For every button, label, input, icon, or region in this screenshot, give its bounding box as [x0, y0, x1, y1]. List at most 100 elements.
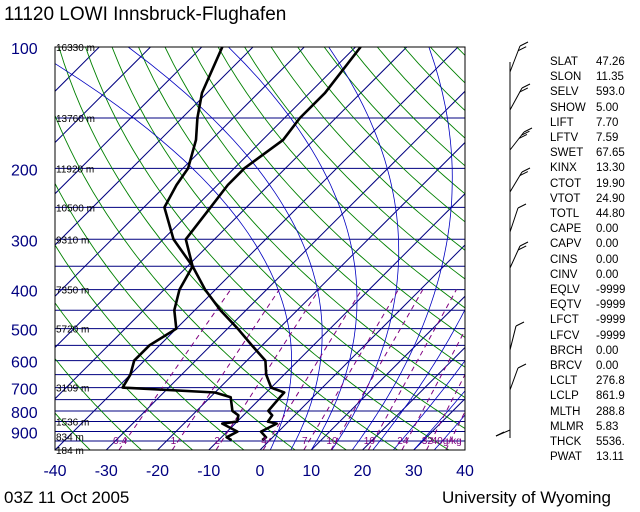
height-label: 13760 m	[56, 114, 95, 125]
temperature-tick-label: 30	[405, 463, 423, 480]
index-value: 0.00	[596, 238, 619, 251]
dry-adiabat-line	[55, 412, 91, 450]
index-row: CTOT 19.90	[550, 177, 632, 192]
temperature-tick-label: 0	[256, 463, 265, 480]
index-row: BRCH 0.00	[550, 344, 632, 359]
moist-adiabat-line	[55, 63, 292, 450]
isotherm-line	[55, 47, 459, 450]
index-value: -9999	[596, 284, 626, 297]
index-name: MLMR	[550, 420, 584, 433]
index-name: SHOW	[550, 101, 586, 114]
height-label: 184 m	[56, 446, 84, 457]
index-value: 67.65	[596, 147, 625, 160]
height-label: 7350 m	[56, 286, 89, 297]
wind-barb-feather	[521, 130, 530, 136]
mixing-ratio-label: 10	[326, 436, 338, 447]
pressure-tick-label: 100	[11, 41, 38, 58]
isotherm-line	[55, 47, 305, 297]
isotherm-line	[157, 141, 465, 450]
height-label: 16330 m	[56, 43, 95, 54]
temperature-tick-label: -40	[43, 463, 66, 480]
index-row: CAPV 0.00	[550, 237, 632, 252]
mixing-ratio-label: 7	[302, 436, 308, 447]
mixing-ratio-label: 16	[364, 436, 376, 447]
plot-frame	[54, 46, 466, 451]
index-value: 24.90	[596, 192, 625, 205]
dry-adiabat-line	[55, 114, 347, 450]
mixing-ratio-line	[426, 373, 465, 450]
height-label: 1536 m	[56, 418, 89, 429]
index-row: CAPE 0.00	[550, 222, 632, 237]
isotherm-line	[55, 47, 408, 400]
index-value: 5536.	[596, 436, 625, 449]
index-row: MLTH 288.8	[550, 405, 632, 420]
dry-adiabat-line	[164, 47, 465, 368]
wind-barb	[509, 241, 529, 269]
index-value: 47.26	[596, 56, 625, 68]
isotherm-line	[55, 47, 203, 195]
index-name: BRCH	[550, 344, 583, 357]
index-value: 7.59	[596, 132, 619, 145]
index-row: EQTV -9999	[550, 298, 632, 313]
index-name: EQLV	[550, 284, 580, 297]
index-name: SWET	[550, 147, 584, 160]
mixing-ratio-label: 32	[422, 436, 434, 447]
index-value: 0.00	[596, 344, 619, 357]
temperature-profile	[184, 47, 362, 442]
moist-adiabat-line	[392, 360, 465, 450]
dry-adiabat-line	[111, 47, 465, 430]
index-row: PWAT 13.11	[550, 450, 632, 465]
wind-barb-feather	[519, 241, 529, 247]
wind-barb	[509, 203, 527, 233]
index-value: 276.8	[596, 375, 625, 388]
index-name: LFTV	[550, 132, 579, 145]
isotherm-line	[105, 90, 465, 450]
index-value: 11.35	[596, 71, 624, 84]
mixing-ratio-label: 0.4	[113, 436, 127, 447]
dry-adiabat-line	[55, 244, 245, 450]
index-row: CINS 0.00	[550, 253, 632, 268]
index-row: SLAT 47.26	[550, 55, 632, 70]
wind-barb	[509, 127, 533, 151]
index-row: LCLP 861.9	[550, 389, 632, 404]
wind-barb	[509, 321, 525, 351]
dry-adiabat-line	[55, 182, 296, 450]
temperature-tick-label: 20	[354, 463, 372, 480]
index-name: EQTV	[550, 299, 582, 312]
height-label: 11920 m	[56, 164, 94, 175]
index-value: 19.90	[596, 177, 625, 190]
index-name: LFCT	[550, 314, 579, 327]
index-row: BRCV 0.00	[550, 359, 632, 374]
pressure-tick-label: 500	[11, 323, 38, 340]
isotherm-line	[55, 47, 254, 246]
wind-barb-feather	[521, 83, 531, 89]
index-row: VTOT 24.90	[550, 192, 632, 207]
index-value: 861.9	[596, 390, 625, 403]
index-row: KINX 13.30	[550, 161, 632, 176]
index-name: LCLT	[550, 375, 578, 388]
height-label: 3109 m	[56, 384, 89, 395]
data-source: University of Wyoming	[442, 488, 611, 507]
height-label: 10500 m	[56, 203, 95, 214]
wind-barb	[509, 363, 527, 391]
mixing-ratio-label: 2	[214, 436, 220, 447]
mixing-ratio-line	[401, 329, 465, 450]
index-name: KINX	[550, 162, 577, 175]
index-row: CINV 0.00	[550, 268, 632, 283]
moist-adiabat-line	[433, 414, 465, 450]
wind-barb-feather	[517, 245, 527, 251]
dry-adiabat-line	[244, 47, 465, 280]
wind-barb-feather	[495, 431, 505, 437]
index-value: 0.00	[596, 268, 619, 281]
temperature-tick-label: -20	[146, 463, 169, 480]
pressure-tick-label: 600	[11, 355, 38, 372]
index-name: CAPV	[550, 238, 582, 251]
index-name: CAPE	[550, 223, 582, 236]
mixing-ratio-line	[367, 289, 457, 450]
mixing-ratio-line	[303, 289, 399, 450]
index-name: PWAT	[550, 451, 582, 464]
wind-barb-feather	[519, 87, 529, 93]
index-value: 13.11	[596, 451, 624, 464]
wind-barb	[509, 41, 529, 73]
isotherm-line	[259, 244, 465, 450]
